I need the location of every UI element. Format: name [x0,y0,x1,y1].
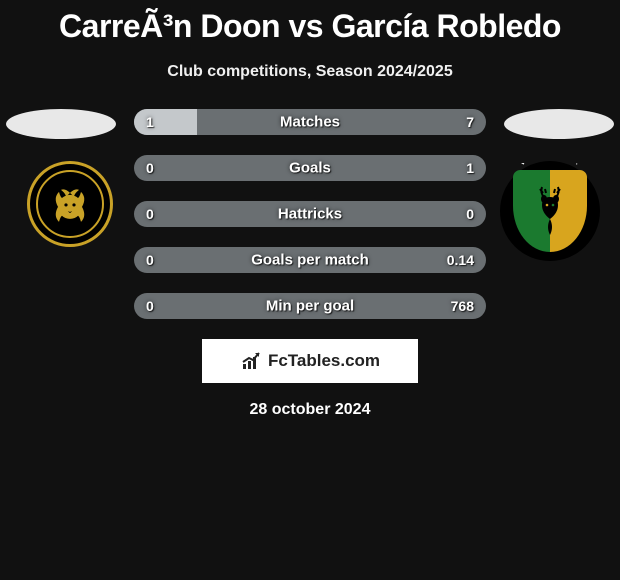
stat-label: Goals per match [251,252,369,269]
stat-bar-fill-left [134,109,197,135]
stat-label: Hattricks [278,206,342,223]
stat-bar: 0 Min per goal 768 [134,293,486,319]
stat-value-right: 1 [466,160,474,176]
stat-bar: 0 Hattricks 0 [134,201,486,227]
lion-icon [47,182,93,228]
stat-value-right: 0 [466,206,474,222]
snapshot-date: 28 october 2024 [0,401,620,419]
stat-label: Matches [280,114,340,131]
venados-top-text: VENADOS F.C. [519,163,581,167]
deer-icon [528,183,572,239]
stat-value-left: 0 [146,160,154,176]
stat-value-right: 7 [466,114,474,130]
stat-bar: 0 Goals 1 [134,155,486,181]
brand-footer: FcTables.com [202,339,418,383]
player-photo-right-placeholder [504,109,614,139]
chart-up-icon [240,350,262,372]
page-subtitle: Club competitions, Season 2024/2025 [0,63,620,81]
stat-value-right: 768 [451,298,474,314]
stat-value-left: 0 [146,298,154,314]
stat-bar: 0 Goals per match 0.14 [134,247,486,273]
stat-bar: 1 Matches 7 [134,109,486,135]
stat-value-left: 0 [146,252,154,268]
player-photo-left-placeholder [6,109,116,139]
page-title: CarreÃ³n Doon vs García Robledo [0,0,620,45]
comparison-panel: VENADOS F.C. [0,109,620,419]
venados-shield [513,170,587,252]
stat-value-left: 1 [146,114,154,130]
brand-text: FcTables.com [268,351,380,371]
stat-value-left: 0 [146,206,154,222]
stat-label: Goals [289,160,331,177]
stat-label: Min per goal [266,298,354,315]
stat-bars: 1 Matches 7 0 Goals 1 0 Hattricks 0 0 Goals per ma… [134,109,486,319]
club-crest-left [20,161,120,247]
stat-value-right: 0.14 [447,252,474,268]
venados-badge: VENADOS F.C. [500,161,600,261]
svg-text:VENADOS F.C.: VENADOS F.C. [519,163,581,167]
club-crest-right: VENADOS F.C. [500,161,600,247]
leones-negros-badge [27,161,113,247]
